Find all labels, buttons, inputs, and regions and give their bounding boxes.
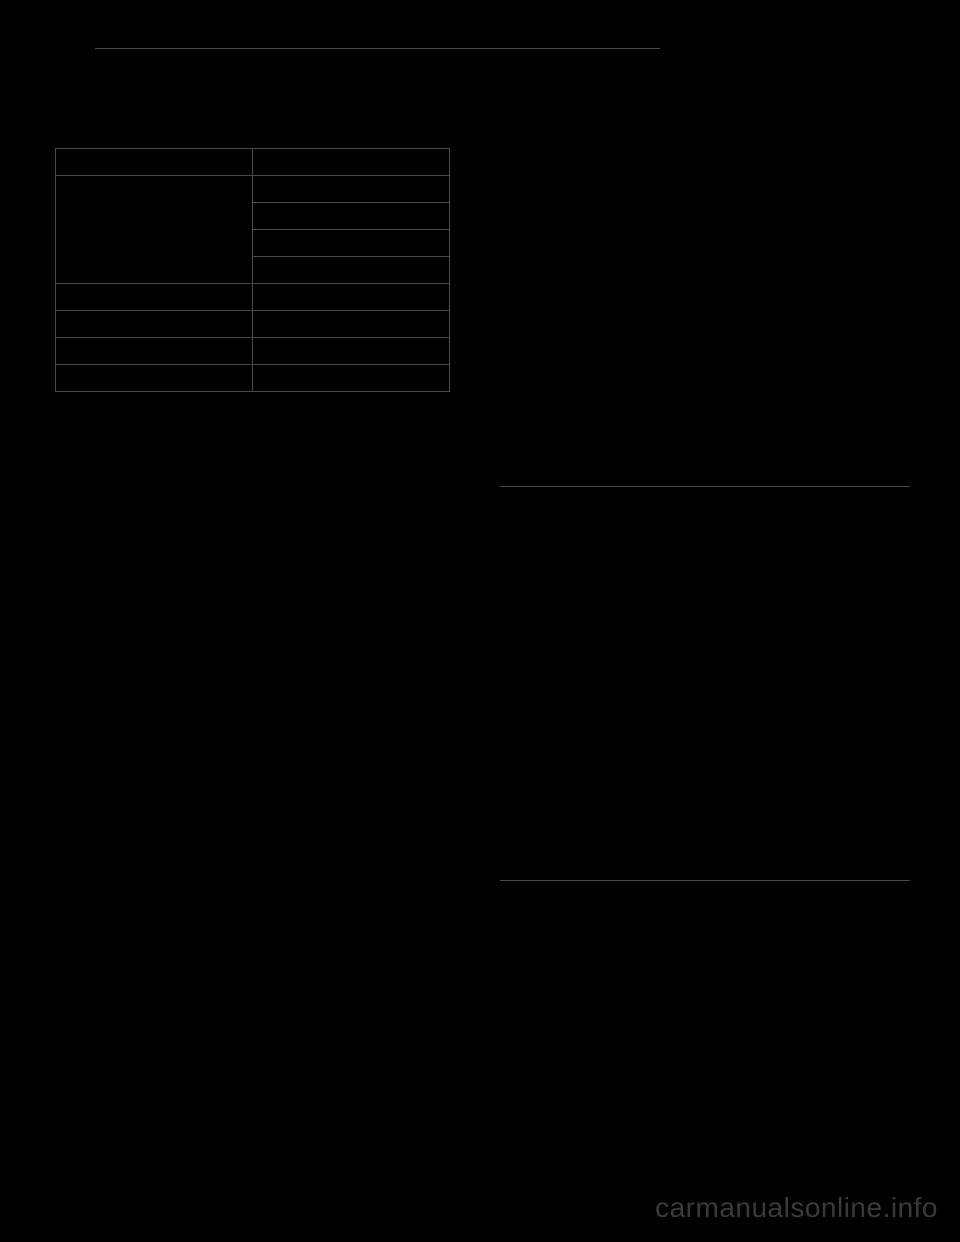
data-table <box>55 148 450 392</box>
watermark: carmanualsonline.info <box>655 1192 938 1224</box>
table-cell-spanner <box>56 176 253 284</box>
table-row <box>56 311 450 338</box>
table-cell <box>56 311 253 338</box>
header-rule <box>95 48 660 49</box>
table-cell <box>253 338 450 365</box>
table-cell <box>56 284 253 311</box>
table-cell <box>56 338 253 365</box>
table-cell <box>253 203 450 230</box>
table-row <box>56 365 450 392</box>
table-cell <box>253 149 450 176</box>
table-cell <box>253 230 450 257</box>
table-cell <box>56 365 253 392</box>
table-row <box>56 149 450 176</box>
table-cell <box>253 365 450 392</box>
table-cell <box>253 176 450 203</box>
section-rule-1 <box>500 486 910 487</box>
table-row <box>56 284 450 311</box>
table-cell <box>253 311 450 338</box>
table-cell <box>56 149 253 176</box>
table-row <box>56 176 450 203</box>
section-rule-2 <box>500 880 910 881</box>
table-cell <box>253 284 450 311</box>
table-row <box>56 338 450 365</box>
table-cell <box>253 257 450 284</box>
